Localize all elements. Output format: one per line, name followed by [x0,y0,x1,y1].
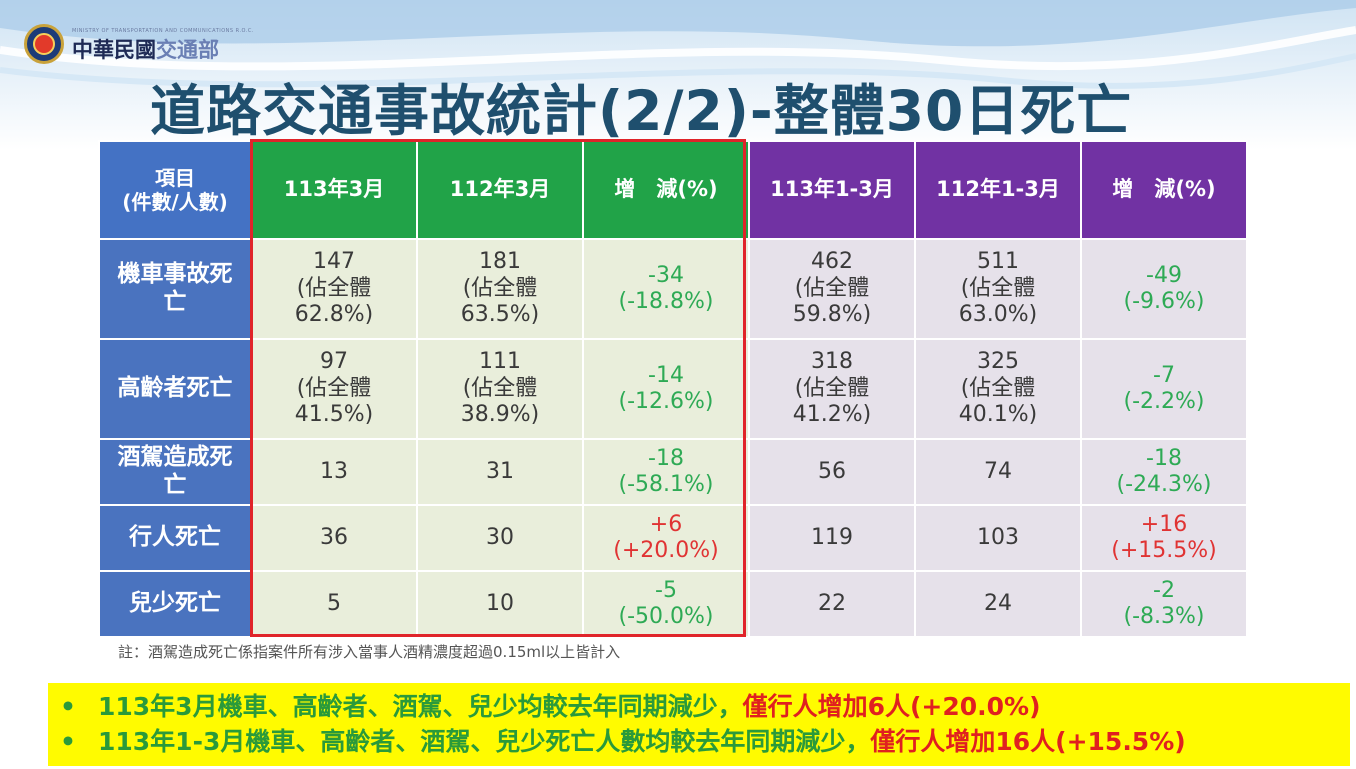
cell-113-jan-mar: 22 [748,570,916,638]
cell-113-jan-mar: 462 (佔全體 59.8%) [748,238,916,340]
cell-113-march: 97 (佔全體 41.5%) [250,338,418,440]
table-row-pedestrian: 行人死亡 36 30 +6 (+20.0%) 119 103 +16 (+15.5%… [98,504,1248,572]
summary-line: • 113年1-3月機車、高齡者、酒駕、兒少死亡人數均較去年同期減少，僅行人增加1… [60,724,1350,759]
summary-highlight: 僅行人增加6人(+20.0%) [742,692,1041,721]
ministry-seal-icon [24,24,64,64]
footnote: 註：酒駕造成死亡係指案件所有涉入當事人酒精濃度超過0.15ml以上皆計入 [118,643,621,661]
item-header: 項目 (件數/人數) [98,140,252,240]
row-label: 行人死亡 [98,504,252,572]
row-label: 機車事故死亡 [98,238,252,340]
cell-113-jan-mar: 119 [748,504,916,572]
bullet-icon: • [60,727,76,756]
cell-jan-mar-change: -49 (-9.6%) [1080,238,1248,340]
col-header-113-march: 113年3月 [250,140,418,240]
cell-112-march: 30 [416,504,584,572]
summary-box: • 113年3月機車、高齡者、酒駕、兒少均較去年同期減少，僅行人增加6人(+20.… [48,683,1350,766]
col-header-113-jan-mar: 113年1-3月 [748,140,916,240]
summary-line: • 113年3月機車、高齡者、酒駕、兒少均較去年同期減少，僅行人增加6人(+20.… [60,689,1350,724]
cell-march-change: -14 (-12.6%) [582,338,750,440]
cell-march-change: -18 (-58.1%) [582,438,750,506]
ministry-name-en: MINISTRY OF TRANSPORTATION AND COMMUNICA… [72,28,254,34]
col-header-jan-mar-change: 增 減(%) [1080,140,1248,240]
cell-113-jan-mar: 56 [748,438,916,506]
cell-113-march: 13 [250,438,418,506]
cell-112-jan-mar: 325 (佔全體 40.1%) [914,338,1082,440]
ministry-logo: MINISTRY OF TRANSPORTATION AND COMMUNICA… [24,22,254,66]
cell-112-march: 181 (佔全體 63.5%) [416,238,584,340]
cell-march-change: -34 (-18.8%) [582,238,750,340]
table-row-motorcycle: 機車事故死亡 147 (佔全體 62.8%) 181 (佔全體 63.5%) -34 (-… [98,238,1248,340]
table-row-drunk-driving: 酒駕造成死亡 13 31 -18 (-58.1%) 56 74 -18 (-24.3… [98,438,1248,506]
cell-jan-mar-change: -18 (-24.3%) [1080,438,1248,506]
col-header-112-jan-mar: 112年1-3月 [914,140,1082,240]
ministry-name: MINISTRY OF TRANSPORTATION AND COMMUNICA… [72,28,254,64]
col-header-112-march: 112年3月 [416,140,584,240]
ministry-name-cn-a: 中華民國 [72,37,156,62]
cell-112-jan-mar: 511 (佔全體 63.0%) [914,238,1082,340]
cell-jan-mar-change: +16 (+15.5%) [1080,504,1248,572]
col-header-march-change: 增 減(%) [582,140,750,240]
cell-march-change: +6 (+20.0%) [582,504,750,572]
table-header-row: 項目 (件數/人數) 113年3月 112年3月 增 減(%) 113年1-3月… [98,140,1248,240]
cell-march-change: -5 (-50.0%) [582,570,750,638]
cell-112-march: 10 [416,570,584,638]
cell-jan-mar-change: -7 (-2.2%) [1080,338,1248,440]
cell-113-march: 5 [250,570,418,638]
cell-112-jan-mar: 103 [914,504,1082,572]
bullet-icon: • [60,692,76,721]
ministry-name-cn-b: 交通部 [156,37,219,62]
page-title: 道路交通事故統計(2/2)-整體30日死亡 [150,79,1133,143]
cell-113-march: 36 [250,504,418,572]
cell-112-march: 111 (佔全體 38.9%) [416,338,584,440]
cell-112-march: 31 [416,438,584,506]
summary-highlight: 僅行人增加16人(+15.5%) [870,727,1186,756]
table-row-children: 兒少死亡 5 10 -5 (-50.0%) 22 24 -2 (-8.3%) [98,570,1248,638]
table-row-elderly: 高齡者死亡 97 (佔全體 41.5%) 111 (佔全體 38.9%) -14 (-12… [98,338,1248,440]
cell-jan-mar-change: -2 (-8.3%) [1080,570,1248,638]
cell-112-jan-mar: 24 [914,570,1082,638]
row-label: 兒少死亡 [98,570,252,638]
cell-112-jan-mar: 74 [914,438,1082,506]
cell-113-march: 147 (佔全體 62.8%) [250,238,418,340]
cell-113-jan-mar: 318 (佔全體 41.2%) [748,338,916,440]
row-label: 酒駕造成死亡 [98,438,252,506]
statistics-table: 項目 (件數/人數) 113年3月 112年3月 增 減(%) 113年1-3月… [98,140,1248,638]
row-label: 高齡者死亡 [98,338,252,440]
